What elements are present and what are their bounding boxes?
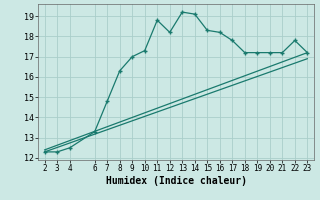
X-axis label: Humidex (Indice chaleur): Humidex (Indice chaleur) bbox=[106, 176, 246, 186]
